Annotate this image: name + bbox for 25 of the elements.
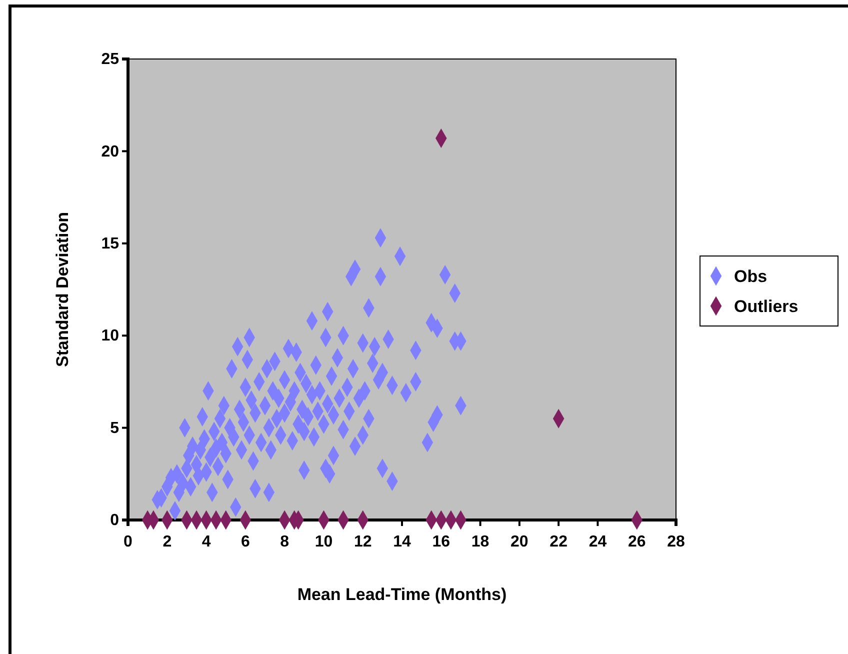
x-tick-label: 10 <box>314 534 333 551</box>
x-tick-label: 26 <box>628 534 646 551</box>
x-tick-label: 2 <box>162 534 172 551</box>
x-tick-label: 18 <box>471 534 490 551</box>
x-tick-label: 6 <box>240 534 250 551</box>
x-tick-label: 8 <box>280 534 290 551</box>
x-tick-label: 14 <box>393 534 411 551</box>
x-tick-label: 24 <box>588 534 607 551</box>
y-tick-label: 20 <box>101 143 120 160</box>
y-tick-label: 5 <box>110 420 120 437</box>
x-axis-title: Mean Lead-Time (Months) <box>297 585 507 604</box>
x-tick-label: 16 <box>432 534 450 551</box>
y-tick-label: 10 <box>101 328 120 345</box>
legend-label: Obs <box>734 267 768 286</box>
y-tick-label: 0 <box>110 512 120 530</box>
x-tick-label: 22 <box>550 534 568 551</box>
y-tick-label: 15 <box>101 236 120 253</box>
x-tick-label: 4 <box>202 534 211 551</box>
x-tick-label: 20 <box>510 534 528 551</box>
y-axis-title: Standard Deviation <box>53 212 72 367</box>
y-tick-label: 25 <box>101 51 120 68</box>
x-tick-label: 0 <box>124 534 133 551</box>
x-tick-label: 12 <box>354 534 372 551</box>
legend-label: Outliers <box>734 297 798 316</box>
x-tick-label: 28 <box>667 534 685 551</box>
